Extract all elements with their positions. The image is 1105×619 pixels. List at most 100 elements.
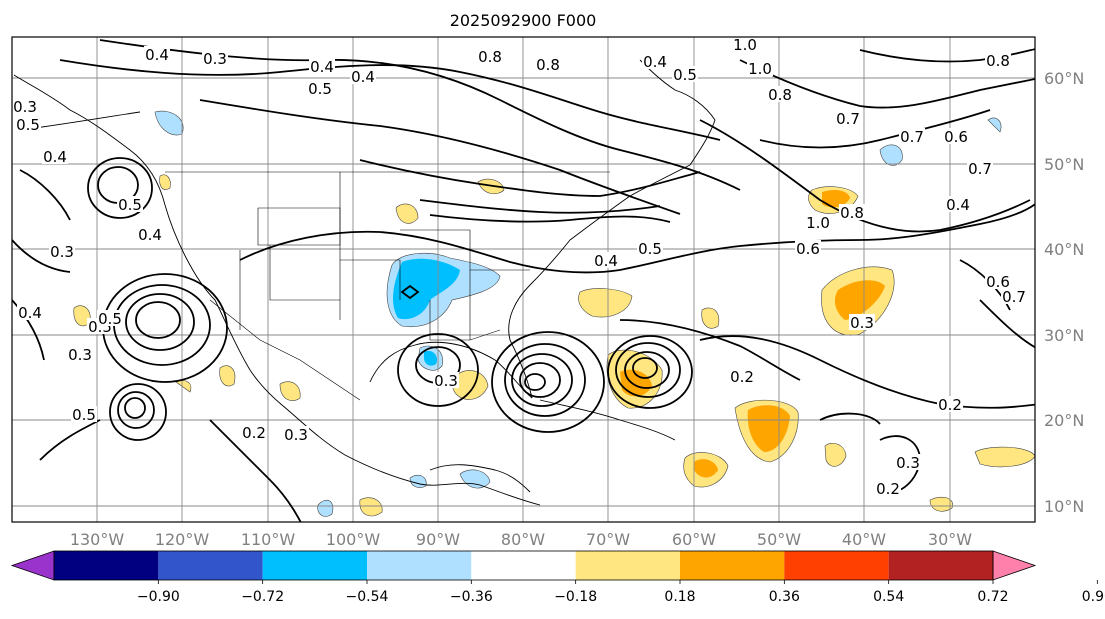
contour-label-bg	[642, 53, 668, 69]
contour-label: 0.4	[138, 226, 162, 244]
contour-label-bg	[943, 128, 969, 144]
colorbar-upper-extension	[992, 550, 1037, 581]
contour-label: 0.7	[1002, 288, 1026, 306]
contour-label-bg	[732, 37, 758, 52]
colorbar-tick-label: 0.54	[873, 589, 904, 605]
contour-label-bg	[42, 148, 68, 164]
colorbar	[10, 550, 1037, 581]
contour-label-bg	[895, 454, 921, 470]
contour-label: 0.5	[118, 196, 142, 214]
colorbar-tick-labels: −0.90 −0.72 −0.54 −0.36 −0.18 0.18 0.36 0.54 0.7…	[137, 580, 1105, 605]
contour-label-bg	[767, 86, 793, 102]
contour-label: 0.5	[72, 406, 96, 424]
contour-label: 0.3	[68, 346, 92, 364]
colorbar-segment	[575, 551, 680, 580]
contour-label: 0.4	[643, 53, 667, 71]
latitude-label: 60°N	[1044, 69, 1084, 88]
contour-label-bg	[307, 80, 333, 96]
colorbar-segment	[158, 551, 263, 580]
contour-label-bg	[137, 226, 163, 242]
contour-label-bg	[67, 346, 93, 362]
contour-label: 0.5	[308, 80, 332, 98]
contour-label: 0.5	[673, 66, 697, 84]
contour-label: 0.4	[145, 46, 169, 64]
longitude-label: 110°W	[241, 530, 296, 549]
longitude-label: 120°W	[155, 530, 210, 549]
colorbar-segment	[262, 551, 367, 580]
colorbar-outline	[53, 550, 994, 581]
contour-label-bg	[747, 60, 773, 76]
colorbar-tick-label: −0.54	[346, 589, 389, 605]
colorbar-segment	[680, 551, 785, 580]
contour-label: 0.8	[768, 86, 792, 104]
longitude-label: 30°W	[928, 530, 972, 549]
contour-label: 0.8	[536, 56, 560, 74]
contour-label: 0.3	[896, 454, 920, 472]
contour-label: 0.3	[203, 50, 227, 68]
contour-label: 0.5	[98, 310, 122, 328]
contour-label: 0.2	[876, 480, 900, 498]
colorbar-tick-label: −0.72	[241, 589, 284, 605]
contour-label: 0.8	[840, 204, 864, 222]
colorbar-segment	[54, 551, 159, 580]
colorbar-tick-label: 0.36	[769, 589, 800, 605]
contour-label: 0.8	[478, 48, 502, 66]
contour-label: 1.0	[806, 214, 830, 232]
contour-label-bg	[15, 116, 41, 132]
contour-label: 0.2	[242, 424, 266, 442]
contour-label-bg	[672, 66, 698, 82]
colorbar-tick-label: −0.36	[450, 589, 493, 605]
colorbar-lower-extension	[10, 550, 55, 581]
colorbar-segment	[784, 551, 889, 580]
contour-label-bg	[593, 252, 619, 268]
contour-lines	[12, 39, 1035, 522]
contour-label-bg	[729, 368, 755, 384]
longitude-label: 50°W	[757, 530, 801, 549]
contour-label: 1.0	[733, 36, 757, 54]
contour-label-bg	[49, 243, 75, 259]
longitude-label: 60°W	[672, 530, 716, 549]
colorbar-segment	[471, 551, 576, 580]
colorbar-segment	[888, 551, 993, 580]
contour-label: 0.7	[968, 160, 992, 178]
contour-label: 0.6	[796, 240, 820, 258]
map-frame	[11, 36, 1036, 523]
contour-label-bg	[433, 372, 459, 388]
contour-label-bg	[967, 160, 993, 176]
contour-label: 0.4	[43, 148, 67, 166]
contour-label-bg	[12, 98, 38, 114]
latitude-label: 30°N	[1044, 326, 1084, 345]
contour-label-bg	[1001, 288, 1027, 304]
latitude-label: 40°N	[1044, 240, 1084, 259]
contour-label: 0.4	[310, 58, 334, 76]
longitude-label: 70°W	[586, 530, 630, 549]
contour-label-bg	[849, 314, 875, 330]
contour-label-bg	[945, 196, 971, 212]
contour-label-bg	[241, 424, 267, 440]
longitude-labels: 130°W 120°W 110°W 100°W 90°W 80°W 70°W 60°W 50°W…	[70, 530, 972, 549]
latitude-label: 10°N	[1044, 497, 1084, 516]
map-area: 0.4 0.3 0.4 0.5 0.4 0.3 0.5 0.4 0.5 0.4 0.3 0.4 0.3 0…	[12, 36, 1035, 522]
contour-label-bg	[899, 128, 925, 144]
shaded-anomaly-fields	[73, 110, 1035, 517]
contour-label-bg	[985, 273, 1011, 289]
contour-label: 0.3	[13, 98, 37, 116]
plot-title: 2025092900 F000	[450, 11, 597, 30]
contour-label: 0.8	[986, 52, 1010, 70]
contour-label: 0.2	[730, 368, 754, 386]
contour-label: 0.4	[18, 304, 42, 322]
colorbar-segment	[367, 551, 472, 580]
contour-label: 0.6	[944, 128, 968, 146]
contour-label: 0.6	[986, 273, 1010, 291]
contour-label-bg	[985, 52, 1011, 68]
longitude-label: 90°W	[416, 530, 460, 549]
contour-label-bg	[835, 110, 861, 126]
contour-label: 0.4	[946, 196, 970, 214]
longitude-label: 80°W	[501, 530, 545, 549]
graticule	[12, 37, 1035, 522]
contour-label-bg	[144, 46, 170, 62]
contour-label: 0.7	[900, 128, 924, 146]
contour-label-bg	[71, 406, 97, 422]
